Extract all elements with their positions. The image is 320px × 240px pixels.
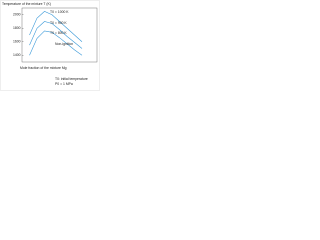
y-tick-label: 1800: [13, 26, 21, 30]
series-line: [29, 30, 83, 56]
series-line: [29, 11, 83, 42]
series-line: [29, 21, 83, 49]
series-label: T0 = 800 K: [50, 31, 67, 35]
y-tick-label: 1600: [13, 40, 21, 44]
frame: [0, 0, 100, 91]
y-tick-label: 1400: [13, 53, 21, 57]
y-axis-label: Temperature of the mixture T (K): [2, 2, 51, 6]
annotation: P0 = 1 MPa: [55, 82, 73, 86]
y-tick-label: 2000: [13, 13, 21, 17]
series-label: T0 = 1000 K: [50, 10, 69, 14]
series-label: T0 = 900 K: [50, 21, 67, 25]
annotation: Non-ignition: [55, 42, 73, 46]
chart: Temperature of the mixture T (K) Mole fr…: [0, 0, 100, 91]
annotation: T0: initial temperature: [55, 77, 88, 81]
plot-area: [21, 7, 98, 63]
x-axis-label: Mole fraction of the mixture Mg: [20, 66, 67, 70]
